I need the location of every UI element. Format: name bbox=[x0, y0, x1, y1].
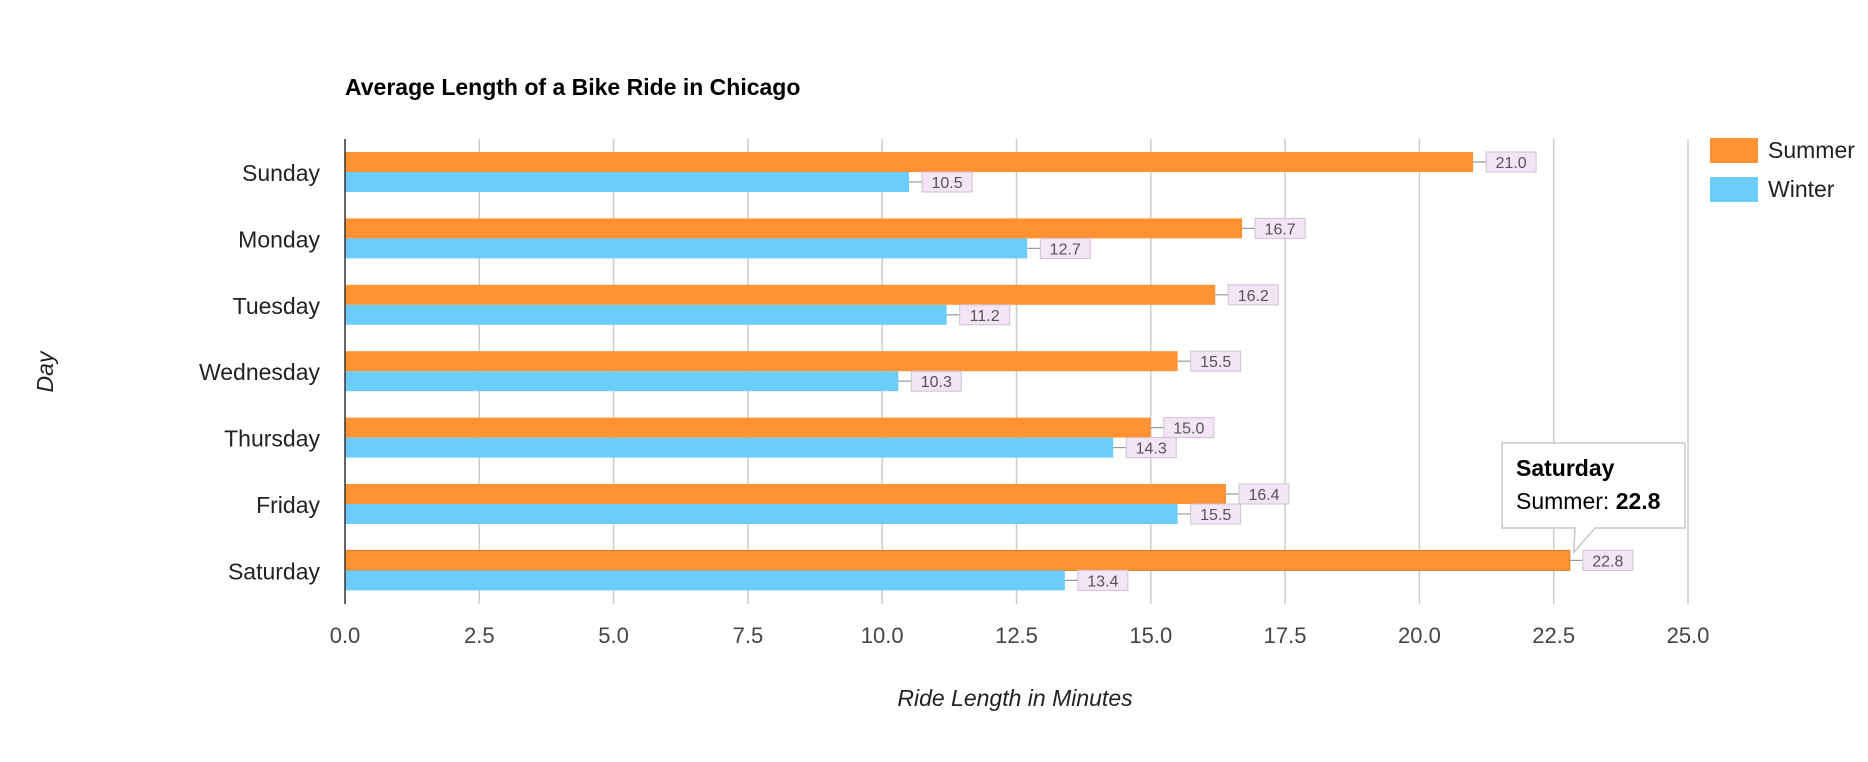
data-label: 16.7 bbox=[1265, 221, 1296, 238]
x-tick-label: 5.0 bbox=[598, 623, 629, 648]
bar-winter-wednesday[interactable] bbox=[345, 371, 899, 392]
tooltip-title: Saturday bbox=[1516, 455, 1615, 481]
bar-summer-saturday[interactable] bbox=[344, 549, 1571, 571]
data-label-box bbox=[1190, 350, 1242, 372]
x-tick-label: 7.5 bbox=[733, 623, 764, 648]
legend-swatch-winter[interactable] bbox=[1710, 177, 1758, 202]
data-label: 15.5 bbox=[1200, 354, 1231, 371]
bar-summer-friday[interactable] bbox=[345, 484, 1227, 504]
bar-winter-tuesday[interactable] bbox=[345, 304, 947, 325]
tooltip-value: 22.8 bbox=[1616, 488, 1661, 514]
x-tick-label: 0.0 bbox=[330, 623, 361, 648]
bar-summer-thursday[interactable] bbox=[345, 417, 1151, 438]
bar-summer-sunday[interactable] bbox=[345, 152, 1474, 172]
data-label-box bbox=[1238, 483, 1290, 505]
bar-winter-thursday[interactable] bbox=[345, 437, 1114, 458]
x-tick-label: 20.0 bbox=[1398, 623, 1441, 648]
x-axis-tick-labels: 0.0 2.5 5.0 7.5 10.0 12.5 15.0 17.5 20.0 22.5 25.0 bbox=[330, 623, 1710, 648]
data-label-box bbox=[1582, 549, 1634, 571]
grid-lines bbox=[478, 139, 1689, 604]
data-label: 13.4 bbox=[1087, 573, 1118, 590]
x-axis-title: Ride Length in Minutes bbox=[897, 685, 1133, 711]
data-label-box bbox=[921, 171, 973, 193]
y-category-label: Saturday bbox=[228, 558, 321, 584]
data-label: 15.5 bbox=[1200, 507, 1231, 524]
legend-label-summer[interactable]: Summer bbox=[1768, 137, 1855, 163]
data-label-box bbox=[1039, 237, 1091, 259]
y-category-label: Monday bbox=[238, 226, 320, 252]
y-axis-title: Day bbox=[32, 350, 58, 392]
x-tick-label: 15.0 bbox=[1129, 623, 1172, 648]
data-label: 14.3 bbox=[1136, 441, 1167, 458]
bar-summer-monday[interactable] bbox=[345, 218, 1243, 239]
y-category-label: Thursday bbox=[224, 426, 320, 452]
data-label-box bbox=[910, 370, 962, 392]
bar-winter-sunday[interactable] bbox=[345, 172, 910, 192]
data-label: 16.4 bbox=[1248, 487, 1279, 504]
data-label-box bbox=[1485, 151, 1537, 173]
data-label: 22.8 bbox=[1592, 553, 1623, 570]
data-label-box bbox=[1125, 437, 1177, 459]
y-category-label: Tuesday bbox=[233, 293, 321, 319]
y-category-label: Wednesday bbox=[199, 359, 321, 385]
tooltip: Saturday Summer: 22.8 bbox=[1501, 442, 1686, 555]
tooltip-body: Summer: 22.8 bbox=[1516, 488, 1661, 514]
chart-title: Average Length of a Bike Ride in Chicago bbox=[345, 74, 800, 100]
x-tick-label: 12.5 bbox=[995, 623, 1038, 648]
legend-label-winter[interactable]: Winter bbox=[1768, 176, 1835, 202]
data-label-box bbox=[1254, 217, 1306, 239]
tooltip-box bbox=[1501, 442, 1686, 555]
x-tick-label: 17.5 bbox=[1264, 623, 1307, 648]
legend-swatch-summer[interactable] bbox=[1710, 138, 1758, 163]
bar-winter-saturday[interactable] bbox=[345, 570, 1065, 591]
x-tick-label: 22.5 bbox=[1532, 623, 1575, 648]
bar-summer-tuesday[interactable] bbox=[345, 284, 1216, 305]
y-axis-category-labels: Sunday Monday Tuesday Wednesday Thursday Frid… bbox=[199, 160, 321, 584]
y-category-label: Friday bbox=[256, 492, 320, 518]
data-label-box bbox=[959, 304, 1011, 326]
data-labels: 21.0 10.5 16.7 12.7 16.2 11.2 15.5 10.3 15.0 14.3… bbox=[898, 151, 1634, 591]
data-label: 21.0 bbox=[1496, 155, 1527, 172]
data-label-box bbox=[1190, 503, 1242, 525]
data-label-box bbox=[1227, 284, 1279, 306]
x-tick-label: 2.5 bbox=[464, 623, 495, 648]
data-label-box bbox=[1077, 569, 1129, 591]
y-category-label: Sunday bbox=[242, 160, 321, 186]
data-label: 10.3 bbox=[921, 374, 952, 391]
data-label: 16.2 bbox=[1238, 288, 1269, 305]
data-label: 15.0 bbox=[1173, 421, 1204, 438]
data-label: 11.2 bbox=[970, 308, 1000, 325]
bar-winter-friday[interactable] bbox=[345, 504, 1178, 524]
bars[interactable] bbox=[344, 152, 1571, 591]
bar-winter-monday[interactable] bbox=[345, 238, 1028, 259]
data-label-box bbox=[1163, 417, 1215, 439]
x-tick-label: 10.0 bbox=[861, 623, 904, 648]
tooltip-series-label: Summer: bbox=[1516, 488, 1616, 514]
data-label: 10.5 bbox=[931, 175, 962, 192]
data-label: 12.7 bbox=[1050, 241, 1081, 258]
bar-summer-wednesday[interactable] bbox=[345, 351, 1178, 372]
x-tick-label: 25.0 bbox=[1667, 623, 1710, 648]
legend[interactable]: Summer Winter bbox=[1710, 137, 1855, 202]
